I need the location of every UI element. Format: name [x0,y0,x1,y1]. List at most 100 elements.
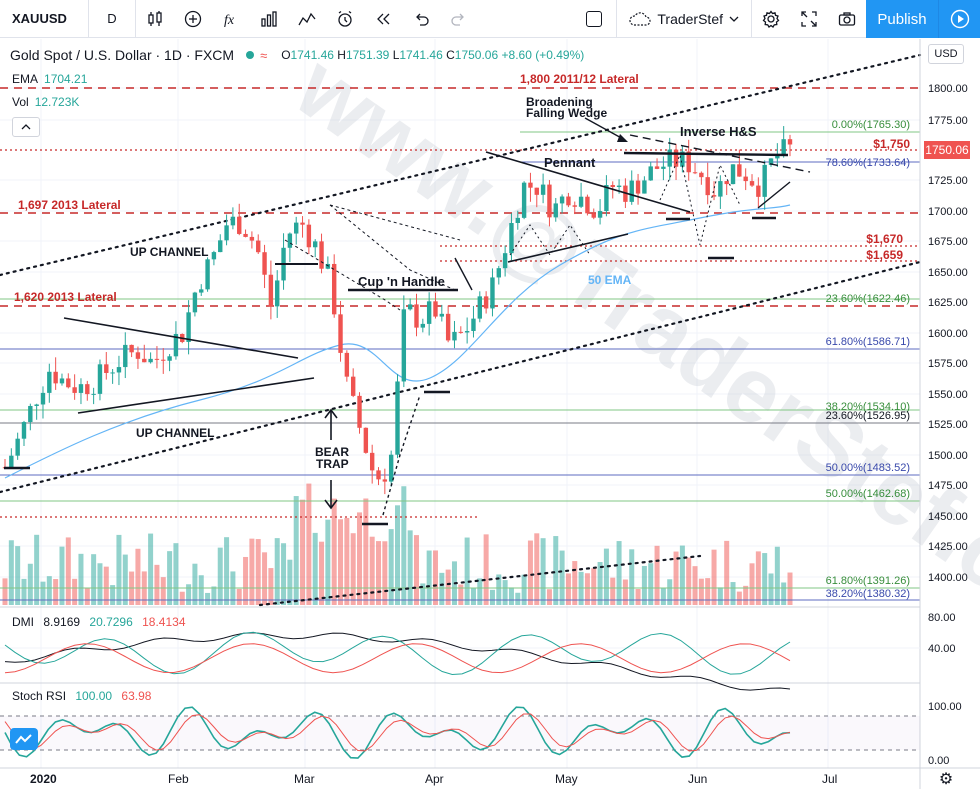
time-label: May [555,772,578,786]
candle-body [559,196,565,204]
volume-bar [287,559,293,605]
watchlist-checkbox[interactable] [586,11,603,27]
compare-icon[interactable] [288,0,326,38]
collapse-legend-button[interactable] [12,117,40,137]
price-tick: 1450.00 [928,511,968,523]
volume-bar [312,532,318,605]
price-tick: 1725.00 [928,175,968,187]
layout-selector[interactable]: TraderStef [617,11,751,27]
candle-body [262,252,267,275]
camera-icon[interactable] [828,0,866,38]
candle-body [224,225,229,241]
candle-body [464,331,470,333]
time-label: Jul [822,772,837,786]
up-channel-label: UP CHANNEL [130,245,208,259]
level-1659-label: $1,659 [866,248,903,262]
vol-label: Vol [12,95,29,109]
trap-label: TRAP [316,457,349,471]
price-tick: 1500.00 [928,450,968,462]
volume-bar [654,545,660,605]
candle-body [15,438,20,456]
bar-style-icon[interactable] [136,0,174,38]
candle-body [85,384,90,395]
chevron-down-icon [729,16,739,22]
chart-settings-gear-icon[interactable]: ⚙ [938,771,954,788]
level-1750-label: $1,750 [873,137,910,151]
volume-bar [629,549,635,605]
up-channel-lines [0,53,922,607]
ema-legend[interactable]: EMA 1704.21 [12,72,87,86]
volume-bar [217,547,223,605]
undo-icon[interactable] [402,0,440,38]
fx-icon[interactable]: fx [212,0,250,38]
redo-icon[interactable] [440,0,478,38]
candle-body [591,213,596,218]
volume-bar [496,574,502,605]
price-chart[interactable]: www.@TraderStef.com 0.00%(1765.30) 78.60… [0,39,980,789]
fullscreen-icon[interactable] [790,0,828,38]
volume-legend[interactable]: Vol 12.723K [12,95,79,109]
toolbar-right-group: TraderStef Publish [572,0,980,38]
volume-bar [635,588,641,605]
templates-icon[interactable] [250,0,288,38]
pennant-label: Pennant [544,155,596,170]
price-tick: 1475.00 [928,480,968,492]
candle-body [331,263,337,315]
volume-bar [357,512,363,605]
stoch-rsi-legend[interactable]: Stoch RSI 100.00 63.98 [12,689,152,703]
candle-body [306,224,312,248]
dmi-legend[interactable]: DMI 8.9169 20.7296 18.4134 [12,615,186,629]
candle-body [369,452,375,471]
volume-bar [755,551,761,605]
interval-selector[interactable]: D [107,11,117,26]
volume-bar [53,579,59,605]
alert-icon[interactable] [326,0,364,38]
candle-body [661,166,666,169]
time-label: Apr [425,772,444,786]
volume-bar [489,589,495,605]
tradingview-logo-icon[interactable] [10,728,38,750]
price-scale[interactable]: 1800.00 1775.00 1725.00 1700.00 1675.00 … [928,83,968,767]
candle-body [28,405,33,423]
level-1670-label: $1,670 [866,232,903,246]
candle-body [749,181,755,186]
replay-icon[interactable] [364,0,402,38]
volume-bar [160,577,166,605]
volume-bar [724,540,730,605]
candle-body [642,180,647,194]
volume-bar [224,537,230,605]
candle-body [357,395,362,428]
volume-bar [46,576,52,605]
candle-body [414,304,419,328]
fib-label: 50.00%(1462.68) [826,488,910,500]
volume-bar [705,578,711,605]
candle-body [249,236,255,241]
candle-body [300,222,305,225]
volume-bar [103,566,109,605]
volume-bar [781,582,787,605]
currency-button[interactable]: USD [928,44,964,64]
chart-area[interactable]: www.@TraderStef.com 0.00%(1765.30) 78.60… [0,39,980,789]
publish-menu-button[interactable] [938,0,980,38]
settings-icon[interactable] [752,0,790,38]
volume-bar [8,540,14,605]
volume-bar [281,543,287,605]
volume-bar [591,568,597,605]
candle-body [724,181,729,185]
volume-bar [236,588,242,605]
publish-button[interactable]: Publish [866,0,938,38]
price-tick: 1600.00 [928,328,968,340]
chart-background [0,39,980,789]
time-axis[interactable]: 2020 Feb Mar Apr May Jun Jul [30,772,837,786]
volume-bar [413,535,419,605]
candle-body [72,387,77,393]
volume-bar [306,483,312,605]
candle-body [439,313,445,317]
indicators-icon[interactable] [174,0,212,38]
volume-bar [262,552,268,605]
time-label: Jun [688,772,707,786]
symbol-search[interactable]: XAUUSD [12,11,67,26]
candle-body [338,314,343,353]
candle-body [445,313,451,341]
candle-body [629,180,634,202]
